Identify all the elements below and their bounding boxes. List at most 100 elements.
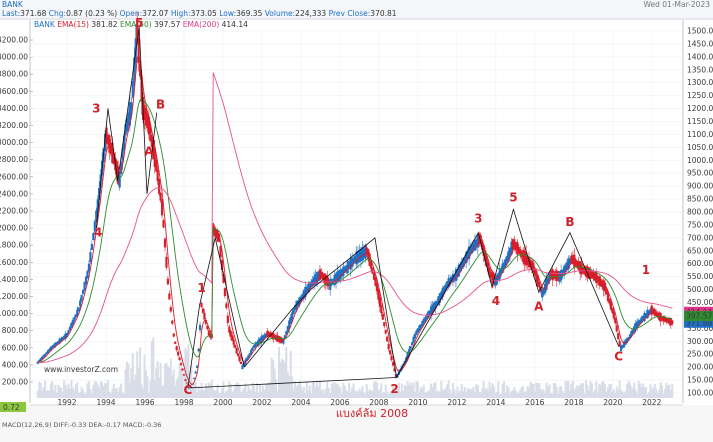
symbol-title: BANK [2,0,24,9]
volume-bar-144 [247,385,250,398]
price-badge-2 [684,317,713,328]
candle-body-385 [599,278,602,287]
candle-body-50 [109,142,112,154]
volume-bar-240 [387,393,390,398]
candle-body-353 [552,271,555,279]
volume-bar-138 [238,384,241,398]
volume-bar-72 [142,388,145,398]
candle-body-370 [577,261,580,270]
right-tick-28: 1500.00 [687,27,713,36]
volume-bar-93 [172,369,175,398]
candle-body-174 [291,312,294,320]
volume-bar-207 [339,387,342,398]
candle-body-270 [431,304,434,314]
volume-bar-410 [636,393,639,398]
candle-body-424 [656,312,659,317]
x-tick-11: 2014 [486,398,505,407]
candle-body-230 [372,272,376,280]
candle-body-131 [228,326,231,333]
volume-bar-133 [231,392,234,398]
volume-bar-25 [73,390,76,398]
candle-body-222 [361,247,364,261]
candle-body-338 [530,260,534,271]
volume-bar-263 [421,388,424,398]
candle-body-299 [473,239,477,251]
candle-body-226 [367,249,370,260]
volume-bar-289 [459,390,462,398]
volume-bar-175 [292,389,295,398]
volume-bar-63 [128,383,131,398]
candle-body-41 [96,199,99,213]
volume-bar-112 [200,382,203,398]
volume-bar-187 [310,393,313,398]
candle-body-228 [370,262,373,269]
candle-body-129 [225,303,228,309]
volume-bar-163 [275,379,278,398]
candle-body-279 [444,284,447,290]
candle-body-234 [378,296,381,307]
volume-bar-306 [484,389,487,398]
volume-bar-394 [612,389,615,398]
volume-bar-73 [143,354,146,398]
candle-body-82 [156,169,159,181]
volume-bar-122 [215,390,218,398]
volume-bar-50 [109,393,112,398]
volume-bar-321 [506,385,509,398]
volume-bar-209 [342,382,345,398]
candle-body-194 [320,271,323,279]
candle-body-317 [500,268,503,275]
wave-path-0 [95,27,158,229]
volume-bar-110 [197,385,200,398]
volume-bar-362 [566,381,569,398]
candle-body-75 [146,114,149,129]
volume-bar-79 [152,337,155,398]
volume-bar-190 [314,386,317,398]
volume-bar-136 [235,382,238,398]
candle-body-70 [139,63,142,77]
volume-bar-219 [356,392,359,398]
candle-body-300 [475,239,478,247]
candle-body-400 [621,344,624,348]
candle-body-93 [172,333,175,337]
volume-bar-206 [337,385,340,398]
left-tick-18: 3800.00 [0,70,28,79]
candle-body-101 [184,379,187,382]
volume-bar-28 [77,393,80,398]
right-tick-26: 1400.00 [687,52,713,61]
legend-value-1: 397.57 [154,20,183,29]
candle-body-287 [456,269,459,278]
volume-bar-251 [403,384,406,398]
candle-body-388 [603,282,607,292]
volume-bar-62 [127,363,130,398]
volume-bar-4 [42,387,45,398]
volume-bar-268 [428,390,431,398]
volume-bars [36,337,674,398]
volume-bar-426 [659,382,662,398]
volume-bar-164 [276,391,279,398]
candle-body-276 [440,291,443,299]
candle-body-26 [74,314,77,318]
volume-bar-272 [434,382,437,398]
candle-body-275 [438,293,441,303]
volume-bar-415 [643,387,646,398]
volume-bar-68 [136,351,139,398]
candle-body-231 [374,277,377,286]
right-tick-22: 1200.00 [687,104,713,113]
candle-body-86 [162,220,165,228]
candle-body-423 [655,311,658,316]
volume-bar-55 [117,391,120,398]
volume-bar-183 [304,393,307,398]
volume-bar-312 [492,386,495,398]
candle-body-393 [611,307,614,313]
volume-bar-242 [390,392,393,398]
ema-lines [37,53,673,385]
stat-label-3: High: [171,9,191,18]
legend-value-0: 381.82 [91,20,120,29]
volume-bar-17 [61,392,64,398]
volume-bar-273 [435,391,438,398]
wave-path-2 [187,377,397,389]
volume-bar-100 [182,390,185,398]
volume-bar-59 [123,393,126,398]
right-tick-18: 1000.00 [687,156,713,165]
